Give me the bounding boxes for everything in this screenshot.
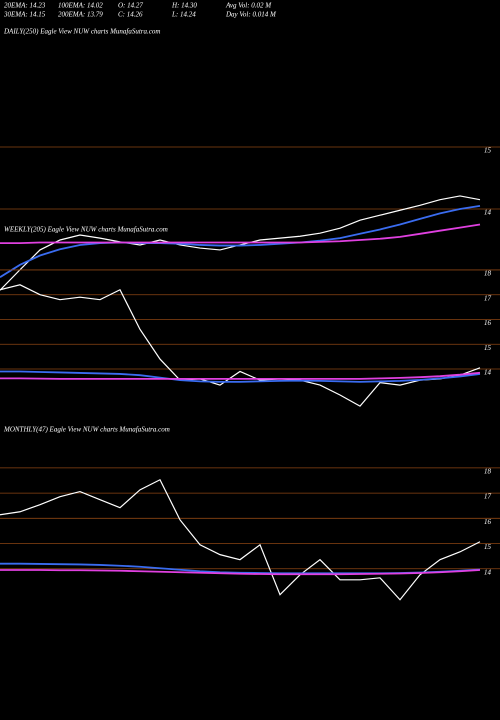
header-stat: H: 14.30 [171,2,197,10]
header-stat: 30EMA: 14.15 [3,11,46,19]
y-tick-label: 14 [484,369,492,377]
header-stat: Avg Vol: 0.02 M [225,2,272,10]
header-stat: C: 14.26 [118,11,143,19]
header-stat: O: 14.27 [118,2,143,10]
y-tick-label: 15 [484,344,492,352]
header-stat: 100EMA: 14.02 [58,2,103,10]
price-line [0,370,481,383]
y-tick-label: 16 [484,319,492,327]
y-tick-label: 17 [484,493,492,501]
y-tick-label: 18 [484,468,492,476]
header-stat: Day Vol: 0.014 M [225,11,277,19]
price-line [0,569,481,576]
y-tick-label: 15 [484,147,492,155]
price-line [0,223,481,245]
panel-title: MONTHLY(47) Eagle View NUW charts Munafa… [3,426,170,434]
panel-title: WEEKLY(205) Eagle View NUW charts Munafa… [4,226,168,234]
panel-title: DAILY(250) Eagle View NUW charts MunafaS… [3,28,160,36]
y-tick-label: 18 [484,270,492,278]
header-stat: L: 14.24 [171,11,196,19]
header-stat: 200EMA: 13.79 [58,11,103,19]
y-tick-label: 14 [484,209,492,217]
y-tick-label: 16 [484,518,492,526]
price-line [0,284,481,407]
y-tick-label: 14 [484,568,492,576]
y-tick-label: 17 [484,294,492,302]
price-line [0,205,481,278]
header-stat: 20EMA: 14.23 [4,2,46,10]
price-line [0,478,481,601]
y-tick-label: 15 [484,543,492,551]
price-line [0,371,481,380]
